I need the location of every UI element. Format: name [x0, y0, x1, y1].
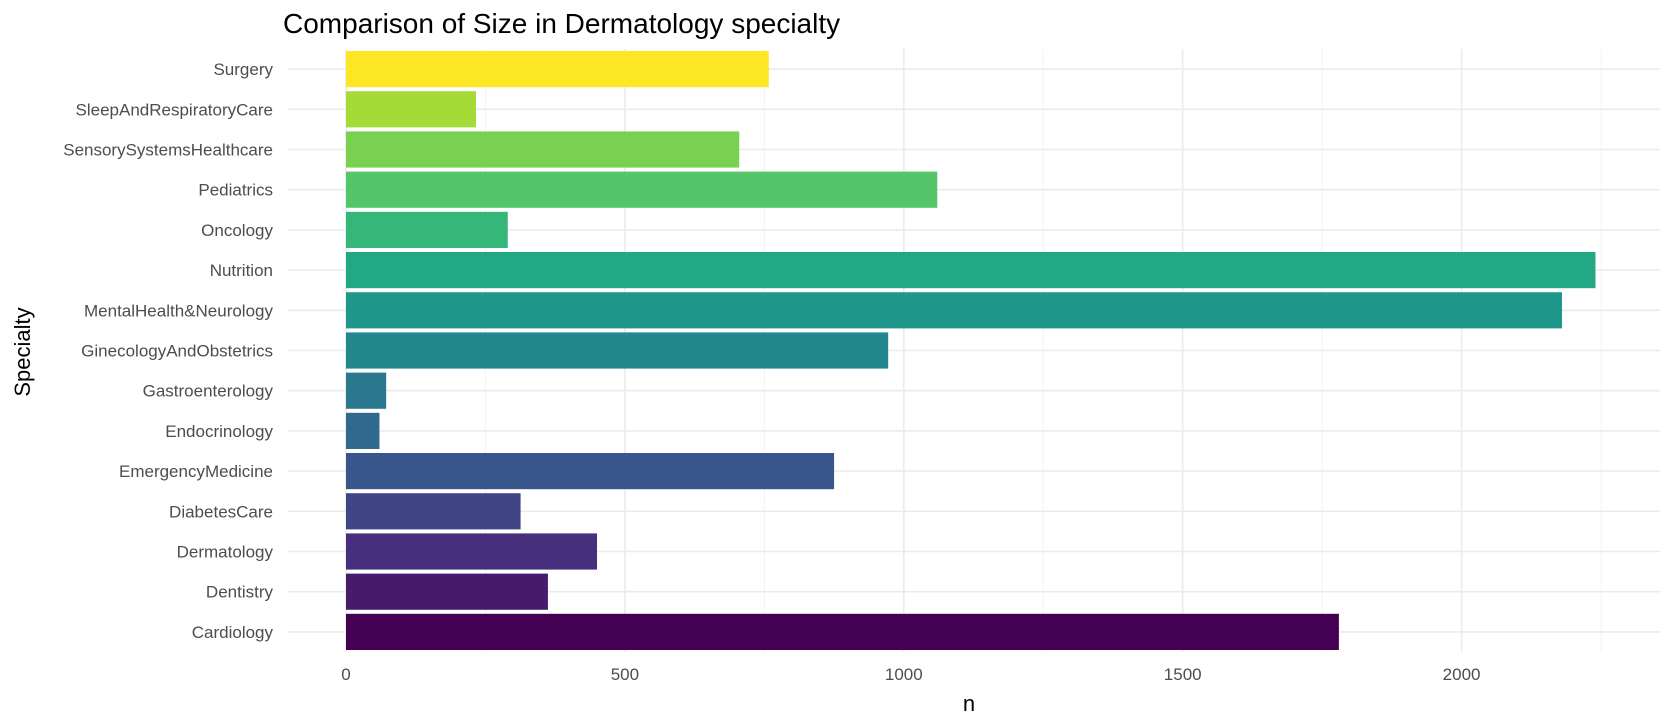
- x-tick-label: 2000: [1443, 665, 1481, 684]
- x-tick-label: 0: [341, 665, 350, 684]
- y-tick-label: DiabetesCare: [169, 502, 273, 521]
- bar-surgery: [346, 51, 769, 88]
- bar-gastroenterology: [346, 372, 387, 409]
- y-axis-title: Specialty: [10, 307, 35, 396]
- bar-mentalhealth-neurology: [346, 292, 1563, 329]
- bar-nutrition: [346, 252, 1596, 289]
- x-tick-label: 1500: [1164, 665, 1202, 684]
- bar-pediatrics: [346, 171, 938, 208]
- y-tick-label: EmergencyMedicine: [119, 462, 273, 481]
- y-tick-label: GinecologyAndObstetrics: [81, 342, 273, 361]
- y-tick-label: Oncology: [201, 221, 273, 240]
- y-tick-label: Endocrinology: [165, 422, 273, 441]
- y-tick-label: Dentistry: [206, 583, 274, 602]
- bar-sensorysystemshealthcare: [346, 131, 740, 168]
- y-tick-label: Nutrition: [210, 261, 273, 280]
- bar-oncology: [346, 211, 508, 248]
- bar-cardiology: [346, 613, 1339, 650]
- y-tick-label: SleepAndRespiratoryCare: [76, 100, 274, 119]
- y-tick-label: Dermatology: [177, 543, 274, 562]
- y-tick-label: Surgery: [213, 60, 273, 79]
- bars-layer: [346, 51, 1596, 650]
- y-tick-label: MentalHealth&Neurology: [84, 301, 273, 320]
- x-axis-title: n: [963, 691, 975, 716]
- bar-ginecologyandobstetrics: [346, 332, 889, 369]
- y-tick-label: SensorySystemsHealthcare: [63, 141, 273, 160]
- bar-dentistry: [346, 573, 548, 610]
- x-tick-label: 500: [611, 665, 639, 684]
- bar-diabetescare: [346, 493, 521, 530]
- y-tick-label: Cardiology: [192, 623, 274, 642]
- bar-sleepandrespiratorycare: [346, 91, 476, 128]
- x-tick-label: 1000: [885, 665, 923, 684]
- bar-emergencymedicine: [346, 453, 835, 490]
- bar-endocrinology: [346, 412, 380, 449]
- bar-dermatology: [346, 533, 598, 570]
- chart-title: Comparison of Size in Dermatology specia…: [283, 8, 840, 39]
- x-tick-labels: 0 500 1000 1500 2000: [341, 665, 1480, 684]
- y-tick-labels: Cardiology Dentistry Dermatology DiabetesCa…: [63, 60, 273, 642]
- y-tick-label: Gastroenterology: [143, 382, 274, 401]
- y-tick-label: Pediatrics: [198, 181, 273, 200]
